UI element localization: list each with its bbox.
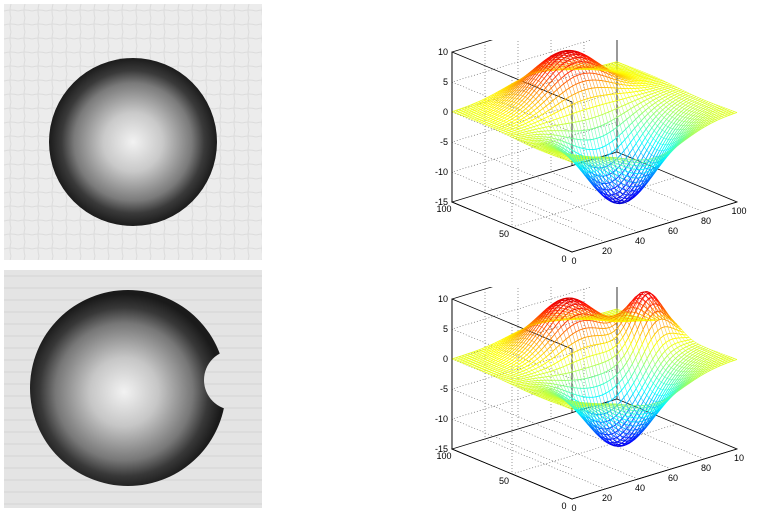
z-tick-label: 5 [443, 324, 448, 334]
y-tick-label: 100 [436, 204, 451, 214]
surface-mesh [451, 290, 738, 447]
z-tick-label: 0 [443, 354, 448, 364]
surface-plot-top: 10 5 0 -5 -10 -15 0 20 40 60 80 100 100 50 0 [412, 40, 762, 268]
z-tick-label: 10 [438, 294, 448, 304]
y-tick-label: 100 [436, 451, 451, 461]
sphere-image-top [4, 4, 262, 260]
x-tick-label: 40 [635, 236, 645, 246]
z-tick-label: 10 [438, 47, 448, 57]
y-tick-label: 50 [499, 476, 509, 486]
surface-mesh [451, 49, 738, 205]
x-tick-label: 80 [701, 463, 711, 473]
y-tick-label: 0 [561, 254, 566, 264]
z-tick-label: -5 [440, 137, 448, 147]
z-tick-label: -15 [435, 444, 448, 454]
x-tick-label: 10 [734, 453, 744, 463]
z-tick-label: 5 [443, 77, 448, 87]
sphere-disk [49, 58, 217, 226]
x-tick-label: 40 [635, 483, 645, 493]
axis-lines [451, 299, 738, 500]
z-tick-label: -10 [435, 414, 448, 424]
sphere-image-top-svg [4, 4, 262, 260]
z-tick-label: -10 [435, 167, 448, 177]
x-tick-label: 100 [731, 206, 746, 216]
x-tick-label: 20 [602, 493, 612, 503]
z-tick-label: -15 [435, 197, 448, 207]
sphere-image-bottom [4, 270, 262, 508]
x-tick-label: 20 [602, 246, 612, 256]
x-tick-label: 60 [668, 226, 678, 236]
x-tick-label: 60 [668, 473, 678, 483]
z-tick-label: 0 [443, 107, 448, 117]
y-tick-label: 0 [561, 501, 566, 511]
axis-lines [451, 52, 738, 253]
sphere-disk-bitten [30, 290, 226, 486]
y-tick-label: 50 [499, 229, 509, 239]
z-tick-label: -5 [440, 384, 448, 394]
x-tick-label: 0 [571, 256, 576, 266]
x-tick-label: 80 [701, 216, 711, 226]
sphere-image-bottom-svg [4, 270, 262, 508]
surface-plot-bottom: 10 5 0 -5 -10 -15 0 20 40 60 80 10 100 50 0 [412, 287, 762, 513]
x-tick-label: 0 [571, 503, 576, 513]
